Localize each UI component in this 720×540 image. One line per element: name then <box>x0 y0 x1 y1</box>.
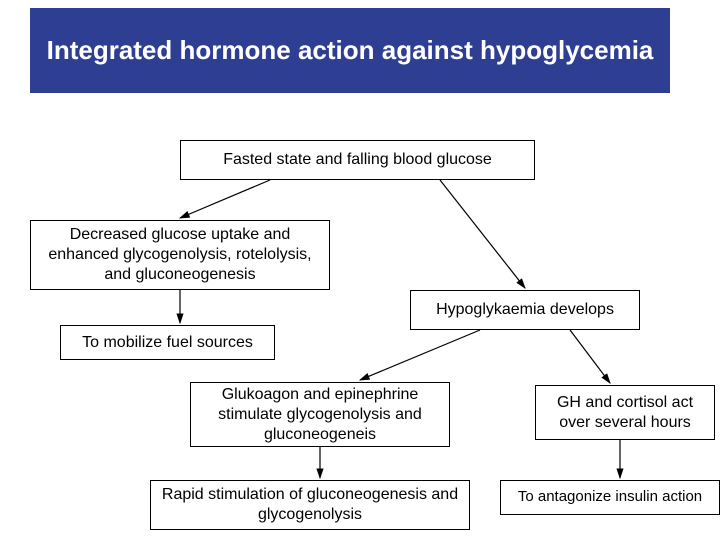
node-gh: GH and cortisol act over several hours <box>535 385 715 440</box>
node-mobilize: To mobilize fuel sources <box>60 325 275 360</box>
node-fasted: Fasted state and falling blood glucose <box>180 140 535 180</box>
node-decreased: Decreased glucose uptake and enhanced gl… <box>30 220 330 290</box>
node-rapid: Rapid stimulation of gluconeogenesis and… <box>150 480 470 530</box>
node-hypo: Hypoglykaemia develops <box>410 290 640 330</box>
node-antagonize: To antagonize insulin action <box>500 480 720 515</box>
node-glukoagon: Glukoagon and epinephrine stimulate glyc… <box>190 382 450 447</box>
page-title: Integrated hormone action against hypogl… <box>30 8 670 93</box>
